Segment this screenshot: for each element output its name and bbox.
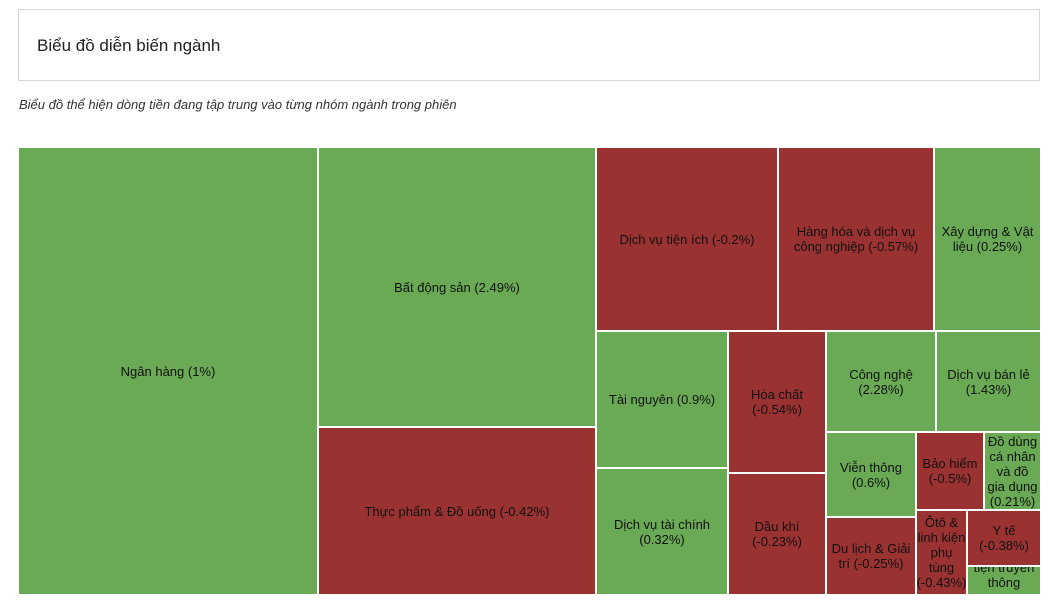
treemap-cell-label: Hóa chất (-0.54%) [750,387,804,417]
treemap-cell[interactable]: Tài nguyên (0.9%) [596,331,728,468]
treemap-cell-label: Dịch vụ tiện ích (-0.2%) [619,231,755,247]
treemap-cell[interactable]: Ôtô & linh kiện phụ tùng (-0.43%) [916,510,967,595]
treemap-cell[interactable]: Du lịch & Giải trí (-0.25%) [826,517,916,595]
treemap-cell-label: tiện truyền thông [973,566,1035,590]
treemap-cell[interactable]: Bảo hiểm (-0.5%) [916,432,984,510]
treemap-cell-label: Thực phẩm & Đồ uống (-0.42%) [364,503,550,519]
treemap-cell-label: Dịch vụ bán lẻ (1.43%) [947,366,1030,397]
page-title: Biểu đồ diễn biến ngành [37,36,221,55]
chart-header-box: Biểu đồ diễn biến ngành [18,9,1040,81]
treemap-cell[interactable]: Dịch vụ tài chính (0.32%) [596,468,728,595]
treemap-cell[interactable]: Ngân hàng (1%) [18,147,318,595]
treemap-cell-label: Tài nguyên (0.9%) [608,392,716,407]
sector-treemap: Ngân hàng (1%) Bất động sản (2.49%) Thực p… [18,147,1041,595]
treemap-cell-label: Ngân hàng (1%) [120,363,216,379]
treemap-cell-label: Bảo hiểm (-0.5%) [922,456,978,486]
treemap-cell-label: Đồ dùng cá nhân và đồ gia dụng (0.21%) [987,433,1038,509]
treemap-cell[interactable]: Thực phẩm & Đồ uống (-0.42%) [318,427,596,595]
treemap-cell-label: Y tế (-0.38%) [979,523,1029,553]
treemap-cell-label: Du lịch & Giải trí (-0.25%) [831,541,911,571]
treemap-cell-label: Bất động sản (2.49%) [394,279,520,295]
chart-subtitle: Biểu đồ thể hiện dòng tiền đang tập trun… [19,97,457,112]
treemap-cell-label: Ôtô & linh kiện phụ tùng (-0.43%) [916,515,967,590]
treemap-cell-label: Công nghệ (2.28%) [849,366,913,397]
treemap-cell[interactable]: Dịch vụ bán lẻ (1.43%) [936,331,1041,432]
treemap-cell[interactable]: Viễn thông (0.6%) [826,432,916,517]
treemap-cell-label: Hàng hóa và dịch vụ công nghiệp (-0.57%) [793,224,919,254]
treemap-cell[interactable]: Dầu khí (-0.23%) [728,473,826,595]
treemap-cell[interactable]: Hóa chất (-0.54%) [728,331,826,473]
treemap-cell-label: Dịch vụ tài chính (0.32%) [613,516,711,547]
treemap-cell[interactable]: Y tế (-0.38%) [967,510,1041,566]
treemap-cell[interactable]: Xây dựng & Vật liệu (0.25%) [934,147,1041,331]
treemap-cell-label: Dầu khí (-0.23%) [752,519,802,549]
treemap-cell[interactable]: Đồ dùng cá nhân và đồ gia dụng (0.21%) [984,432,1041,510]
treemap-cell[interactable]: Bất động sản (2.49%) [318,147,596,427]
treemap-cell-label: Viễn thông (0.6%) [840,459,902,490]
treemap-cell-label: Xây dựng & Vật liệu (0.25%) [941,224,1034,254]
treemap-cell[interactable]: Dịch vụ tiện ích (-0.2%) [596,147,778,331]
treemap-cell[interactable]: Hàng hóa và dịch vụ công nghiệp (-0.57%) [778,147,934,331]
treemap-cell[interactable]: Công nghệ (2.28%) [826,331,936,432]
treemap-cell[interactable]: tiện truyền thông [967,566,1041,595]
